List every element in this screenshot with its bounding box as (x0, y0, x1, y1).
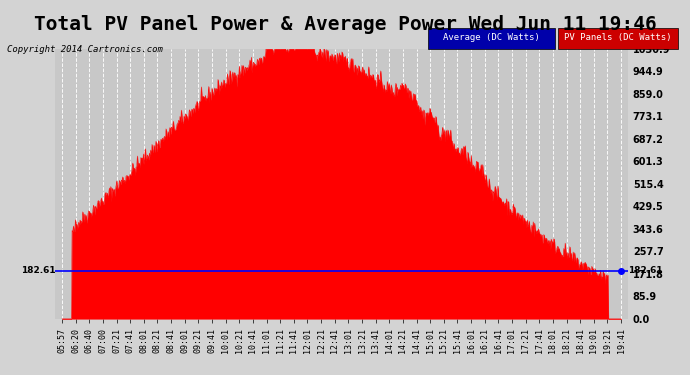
Text: Average (DC Watts): Average (DC Watts) (443, 33, 540, 42)
Text: PV Panels (DC Watts): PV Panels (DC Watts) (564, 33, 671, 42)
Text: 182.61: 182.61 (21, 266, 55, 275)
Text: Copyright 2014 Cartronics.com: Copyright 2014 Cartronics.com (7, 45, 163, 54)
Text: Total PV Panel Power & Average Power Wed Jun 11 19:46: Total PV Panel Power & Average Power Wed… (34, 15, 656, 34)
Text: 182.61: 182.61 (628, 266, 662, 275)
